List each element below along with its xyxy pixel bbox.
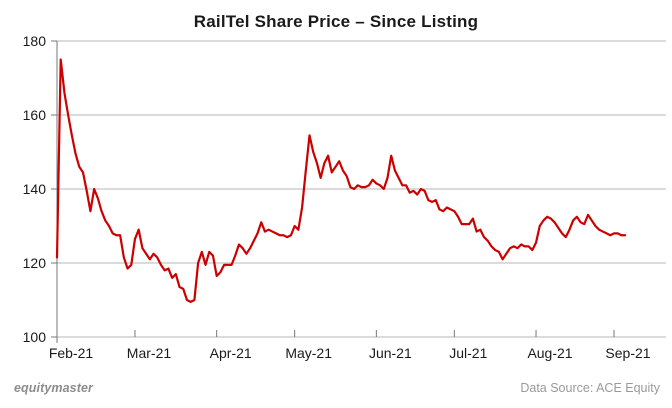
x-axis-ticks	[56, 330, 615, 337]
x-tick-label: May-21	[285, 345, 332, 361]
x-tick-label: Feb-21	[49, 345, 94, 361]
y-tick-label: 160	[23, 107, 47, 123]
y-tick-labels: 100 120 140 160 180	[23, 33, 47, 345]
price-line-series	[55, 58, 627, 303]
x-tick-label: Aug-21	[527, 345, 572, 361]
x-tick-label: Jul-21	[449, 345, 487, 361]
y-axis	[51, 40, 58, 343]
x-tick-label: Jun-21	[369, 345, 412, 361]
brand-watermark: equitymaster	[14, 381, 94, 395]
y-tick-label: 120	[23, 255, 47, 271]
x-tick-label: Sep-21	[605, 345, 650, 361]
data-source-label: Data Source: ACE Equity	[520, 381, 660, 395]
x-tick-labels: Feb-21 Mar-21 Apr-21 May-21 Jun-21 Jul-21 Aug-…	[49, 345, 651, 361]
y-tick-label: 140	[23, 181, 47, 197]
x-tick-label: Apr-21	[210, 345, 252, 361]
x-tick-label: Mar-21	[127, 345, 172, 361]
gridlines	[57, 40, 666, 338]
y-tick-label: 180	[23, 33, 47, 49]
chart-title: RailTel Share Price – Since Listing	[193, 12, 479, 31]
y-tick-label: 100	[23, 329, 47, 345]
